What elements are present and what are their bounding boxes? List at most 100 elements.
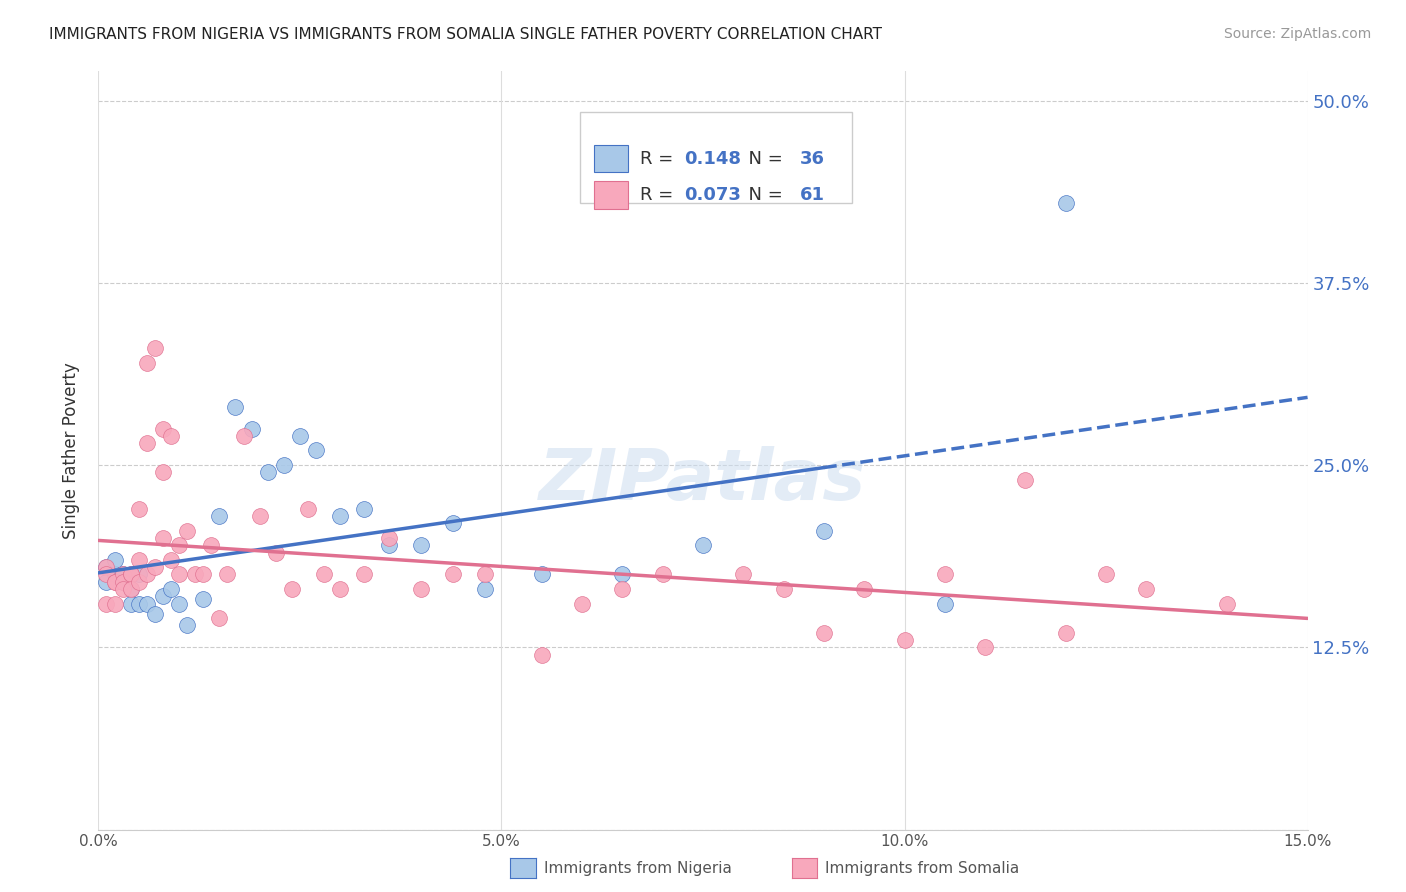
Point (120, 567, 142, 582)
Point (143, 560, 166, 574)
Point (256, 466, 278, 480)
Text: 0.148: 0.148 (683, 150, 741, 168)
Point (264, 545, 287, 559)
Point (103, 574, 125, 589)
Point (530, 567, 553, 582)
Point (377, 538, 399, 552)
Point (1054, 195, 1077, 210)
Point (160, 429, 183, 443)
Point (160, 582, 183, 596)
Y-axis label: Single Father Poverty: Single Father Poverty (62, 362, 80, 539)
Text: R =: R = (640, 150, 679, 168)
Point (249, 509, 271, 524)
Point (1054, 625, 1077, 640)
Point (128, 553, 150, 567)
Point (200, 538, 222, 552)
Point (152, 531, 174, 545)
Point (772, 582, 794, 596)
Point (152, 589, 174, 603)
Point (208, 509, 231, 524)
Point (176, 618, 198, 632)
Point (934, 567, 956, 582)
Point (314, 567, 336, 582)
Point (288, 429, 311, 443)
Point (120, 567, 142, 582)
Point (353, 567, 375, 582)
Point (111, 582, 134, 596)
Text: Source: ZipAtlas.com: Source: ZipAtlas.com (1223, 27, 1371, 41)
Point (135, 356, 157, 370)
Point (224, 400, 246, 414)
Point (329, 509, 352, 524)
Text: ZIPatlas: ZIPatlas (540, 446, 866, 516)
Point (152, 466, 174, 480)
Point (530, 648, 553, 662)
Point (120, 582, 142, 596)
Point (96, 560, 118, 574)
Point (1014, 473, 1036, 487)
Point (893, 633, 915, 648)
Point (612, 567, 634, 582)
Point (96, 560, 118, 574)
Point (733, 567, 755, 582)
Point (273, 458, 295, 472)
Point (103, 574, 125, 589)
Point (409, 582, 432, 596)
Point (96, 567, 118, 582)
Point (853, 582, 876, 596)
Point (96, 574, 118, 589)
FancyBboxPatch shape (579, 112, 852, 202)
Point (441, 516, 464, 531)
Point (143, 607, 166, 621)
Point (934, 597, 956, 611)
Point (240, 421, 263, 435)
Point (160, 553, 183, 567)
Point (111, 574, 134, 589)
Point (232, 429, 254, 443)
Point (128, 567, 150, 582)
Point (167, 567, 190, 582)
FancyBboxPatch shape (595, 181, 628, 209)
Point (441, 567, 464, 582)
Point (103, 553, 125, 567)
Point (329, 582, 352, 596)
Text: N =: N = (737, 150, 789, 168)
Point (135, 597, 157, 611)
Point (167, 538, 190, 552)
Point (208, 611, 231, 625)
Point (474, 567, 496, 582)
Point (111, 567, 134, 582)
Point (692, 538, 714, 552)
Point (353, 501, 375, 516)
Point (120, 597, 142, 611)
Point (135, 567, 157, 582)
Point (111, 567, 134, 582)
Point (152, 421, 174, 435)
Point (111, 574, 134, 589)
Point (184, 567, 207, 582)
Point (135, 436, 157, 450)
Text: IMMIGRANTS FROM NIGERIA VS IMMIGRANTS FROM SOMALIA SINGLE FATHER POVERTY CORRELA: IMMIGRANTS FROM NIGERIA VS IMMIGRANTS FR… (49, 27, 882, 42)
Point (1216, 597, 1239, 611)
Point (281, 582, 304, 596)
Point (651, 567, 673, 582)
Text: Immigrants from Somalia: Immigrants from Somalia (825, 862, 1019, 876)
Point (176, 524, 198, 538)
Text: N =: N = (737, 186, 789, 204)
Text: 0.073: 0.073 (683, 186, 741, 204)
Point (305, 443, 328, 458)
Text: R =: R = (640, 186, 679, 204)
Point (571, 597, 593, 611)
Point (120, 582, 142, 596)
Text: 61: 61 (800, 186, 825, 204)
Point (128, 501, 150, 516)
Point (217, 567, 239, 582)
Point (128, 574, 150, 589)
Text: Immigrants from Nigeria: Immigrants from Nigeria (544, 862, 733, 876)
Point (96, 597, 118, 611)
Point (1135, 582, 1157, 596)
Point (377, 531, 399, 545)
Point (193, 592, 215, 607)
Point (167, 597, 190, 611)
Point (409, 538, 432, 552)
